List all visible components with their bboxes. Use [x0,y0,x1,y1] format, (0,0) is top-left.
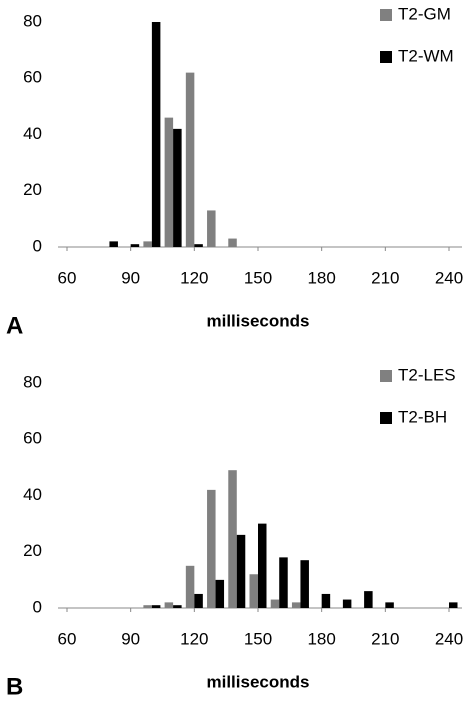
bar [385,602,394,608]
bar [215,579,225,608]
x-tick-label: 120 [180,268,208,287]
bar [249,574,258,608]
x-tick-label: 120 [180,629,208,648]
legend-label: T2-WM [398,46,454,65]
panel-label: A [6,312,23,339]
bar [364,591,373,608]
bar [236,534,246,608]
legend-swatch [380,412,392,424]
bar [164,117,174,247]
y-tick-label: 20 [23,541,42,560]
x-tick-label: 150 [244,268,272,287]
panel-label: B [6,673,23,700]
x-tick-label: 60 [58,268,77,287]
bar [300,560,309,608]
bar [228,238,237,247]
bar [151,22,161,247]
y-tick-label: 0 [33,236,42,255]
legend-label: T2-LES [398,365,456,384]
bar [258,523,267,608]
legend-swatch [380,9,392,21]
x-tick-label: 180 [307,629,335,648]
bar [279,557,288,608]
bar [194,244,203,247]
x-tick-label: 90 [121,268,140,287]
y-tick-label: 60 [23,68,42,87]
x-tick-label: 210 [371,629,399,648]
y-tick-label: 80 [23,11,42,30]
bar [207,489,216,608]
y-tick-label: 60 [23,429,42,448]
bar [185,565,195,608]
x-tick-label: 240 [435,629,463,648]
x-tick-label: 240 [435,268,463,287]
bar [130,244,140,247]
bar [194,593,203,608]
bar [109,241,118,247]
bar [185,72,195,247]
y-tick-label: 40 [23,485,42,504]
x-tick-label: 90 [121,629,140,648]
bar [270,599,280,608]
x-axis-label: milliseconds [207,672,310,691]
bar [449,602,458,608]
x-axis-label: milliseconds [207,311,310,330]
x-tick-label: 180 [307,268,335,287]
y-tick-label: 40 [23,124,42,143]
bar [164,602,174,608]
bar [143,241,152,247]
bar [321,593,331,608]
x-tick-label: 150 [244,629,272,648]
bar [342,599,352,608]
bar [173,605,182,608]
x-tick-label: 210 [371,268,399,287]
bar [207,210,216,247]
bar [228,470,237,608]
legend-label: T2-BH [398,407,447,426]
y-tick-label: 0 [33,597,42,616]
x-tick-label: 60 [58,629,77,648]
bar [291,602,301,608]
bar [173,128,182,247]
y-tick-label: 20 [23,180,42,199]
bar [151,605,161,608]
legend-swatch [380,51,392,63]
legend-label: T2-GM [398,4,451,23]
legend-swatch [380,370,392,382]
y-tick-label: 80 [23,372,42,391]
bar [143,605,152,608]
